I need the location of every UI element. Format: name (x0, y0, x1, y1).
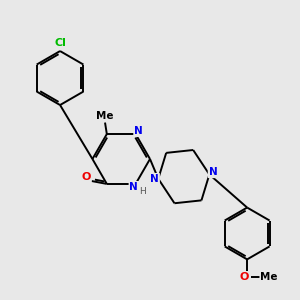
Text: Cl: Cl (54, 38, 66, 48)
Text: N: N (129, 182, 138, 192)
Text: N: N (134, 126, 143, 136)
Text: Me: Me (260, 272, 278, 282)
Text: O: O (81, 172, 91, 182)
Text: N: N (208, 167, 217, 177)
Text: H: H (139, 187, 145, 196)
Text: Me: Me (96, 111, 114, 121)
Text: N: N (150, 174, 159, 184)
Text: O: O (240, 272, 249, 282)
